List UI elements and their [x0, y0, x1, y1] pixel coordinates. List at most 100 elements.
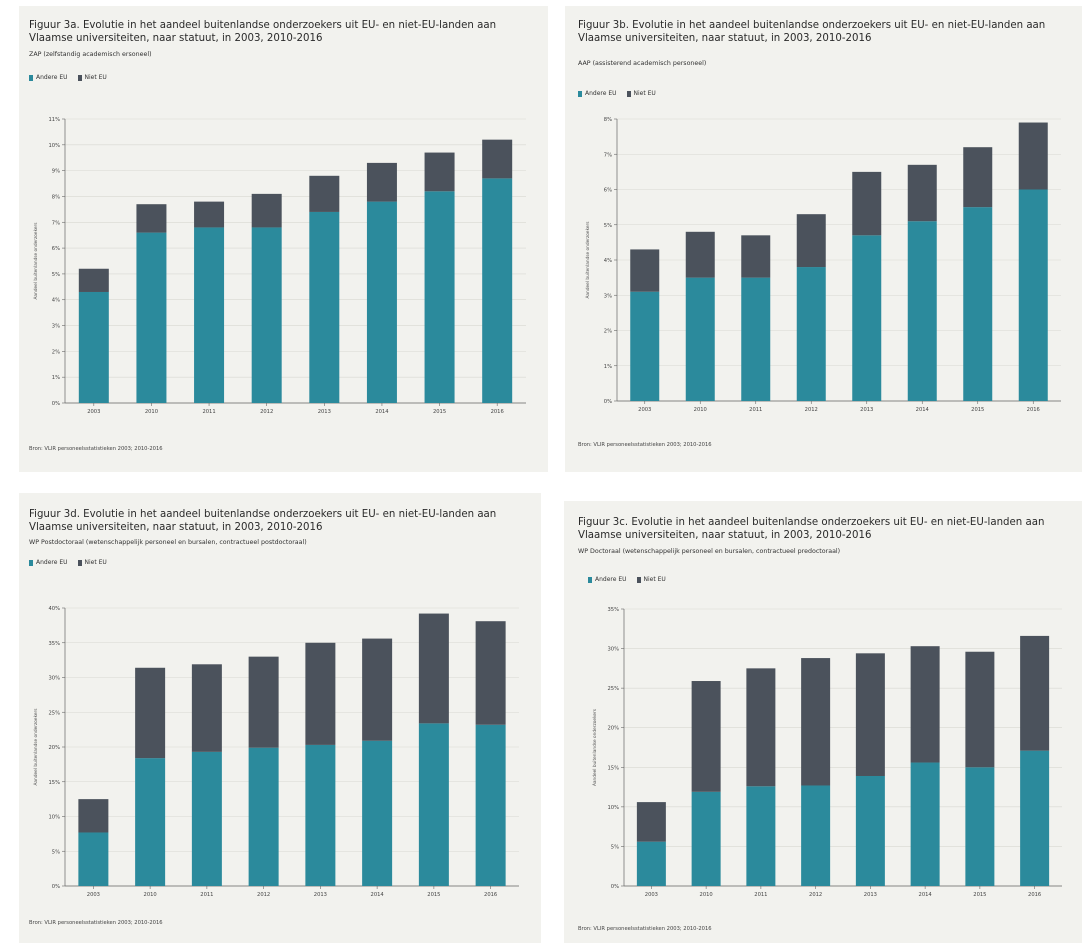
x-tick-label: 2013 — [314, 892, 327, 898]
x-tick-label: 2011 — [202, 409, 215, 415]
legend-item-niet-eu: Niet EU — [77, 74, 107, 81]
bar-andere-eu — [78, 291, 109, 403]
chart-subtitle: AAP (assisterend academisch personeel) — [578, 60, 707, 67]
bar-andere-eu — [78, 832, 109, 886]
bar-niet-eu — [194, 201, 225, 228]
bar-niet-eu — [482, 139, 513, 179]
bar-andere-eu — [418, 723, 449, 886]
bar-andere-eu — [963, 207, 993, 401]
bar-niet-eu — [366, 162, 397, 202]
bar-niet-eu — [135, 667, 166, 759]
bar-andere-eu — [191, 751, 222, 886]
bar-niet-eu — [251, 193, 282, 228]
bar-andere-eu — [362, 740, 393, 886]
bar-andere-eu — [796, 267, 826, 401]
x-tick-label: 2003 — [645, 892, 658, 898]
bar-andere-eu — [852, 235, 882, 401]
y-tick-label: 10% — [48, 143, 60, 149]
bar-chart-3d: 0% 5% 10% 15% 20% 25% 30% 35% 40% Aandeel buitenl… — [33, 606, 519, 898]
bar-niet-eu — [305, 642, 336, 745]
bar-andere-eu — [136, 232, 167, 403]
legend-swatch-niet-eu — [77, 74, 82, 81]
y-tick-label: 40% — [48, 606, 60, 612]
x-tick-label: 2012 — [809, 892, 822, 898]
x-tick-label: 2010 — [700, 892, 713, 898]
bar-niet-eu — [136, 204, 167, 233]
x-tick-label: 2016 — [484, 892, 497, 898]
bar-niet-eu — [746, 668, 776, 787]
x-tick-label: 2011 — [200, 892, 213, 898]
bar-andere-eu — [135, 758, 166, 886]
y-tick-label: 1% — [604, 364, 612, 370]
y-tick-label: 0% — [52, 884, 60, 890]
y-tick-label: 10% — [607, 805, 619, 811]
y-tick-label: 20% — [48, 745, 60, 751]
y-tick-label: 5% — [52, 272, 60, 278]
chart-legend: Andere EU Niet EU — [578, 90, 666, 97]
bar-niet-eu — [424, 152, 455, 192]
y-tick-label: 2% — [52, 349, 60, 355]
bar-niet-eu — [630, 249, 660, 292]
legend-item-niet-eu: Niet EU — [626, 90, 656, 97]
bar-niet-eu — [475, 621, 506, 725]
legend-label: Niet EU — [84, 559, 107, 566]
bar-andere-eu — [855, 775, 885, 886]
legend-swatch-andere-eu — [29, 559, 33, 566]
y-tick-label: 30% — [48, 676, 60, 682]
bar-andere-eu — [965, 767, 995, 886]
x-tick-label: 2010 — [144, 892, 157, 898]
y-axis-label: Aandeel buitenlandse onderzoekers — [33, 708, 39, 786]
x-tick-label: 2014 — [371, 892, 385, 898]
bar-andere-eu — [907, 221, 937, 401]
legend-swatch-andere-eu — [588, 576, 592, 583]
x-tick-label: 2015 — [971, 407, 984, 413]
bar-chart-3a: 0% 1% 2% 3% 4% 5% 6% 7% 8% 9% 10% 11% Aandeel buiten… — [33, 117, 526, 415]
legend-item-andere-eu: Andere EU — [578, 90, 617, 97]
x-tick-label: 2016 — [491, 409, 504, 415]
bar-andere-eu — [636, 841, 666, 886]
legend-swatch-niet-eu — [626, 90, 631, 97]
bar-niet-eu — [910, 646, 940, 763]
y-axis-label: Aandeel buitenlandse onderzoekers — [33, 222, 39, 300]
bar-niet-eu — [691, 681, 721, 792]
bar-andere-eu — [1018, 189, 1048, 401]
x-tick-label: 2016 — [1027, 407, 1040, 413]
bar-niet-eu — [362, 638, 393, 741]
y-tick-label: 5% — [52, 849, 60, 855]
bar-andere-eu — [1020, 750, 1050, 886]
x-tick-label: 2014 — [375, 409, 389, 415]
chart-subtitle: WP Doctoraal (wetenschappelijk personeel… — [578, 548, 841, 555]
x-tick-label: 2010 — [145, 409, 158, 415]
chart-subtitle: ZAP (zelfstandig academisch ersoneel) — [29, 51, 152, 58]
x-tick-label: 2003 — [87, 892, 100, 898]
legend-label: Niet EU — [643, 576, 666, 583]
y-tick-label: 4% — [52, 298, 60, 304]
x-tick-label: 2003 — [87, 409, 100, 415]
chart-title: Figuur 3a. Evolutie in het aandeel buite… — [29, 20, 497, 44]
x-tick-label: 2015 — [427, 892, 440, 898]
y-tick-label: 10% — [48, 815, 60, 821]
bar-niet-eu — [801, 658, 831, 786]
x-tick-label: 2013 — [864, 892, 877, 898]
legend-label: Andere EU — [595, 576, 627, 583]
chart-title: Figuur 3d. Evolutie in het aandeel buite… — [29, 509, 497, 533]
y-axis-label: Aandeel buitenlandse onderzoekers — [592, 708, 598, 786]
legend-item-andere-eu: Andere EU — [588, 576, 627, 583]
y-tick-label: 5% — [604, 223, 612, 229]
x-tick-label: 2016 — [1028, 892, 1041, 898]
x-tick-label: 2015 — [433, 409, 446, 415]
bar-niet-eu — [907, 164, 937, 222]
legend-item-andere-eu: Andere EU — [29, 559, 68, 566]
bar-niet-eu — [1018, 122, 1048, 190]
chart-legend: Andere EU Niet EU — [29, 74, 117, 81]
bar-andere-eu — [910, 762, 940, 886]
bar-andere-eu — [366, 201, 397, 403]
y-tick-label: 9% — [52, 169, 60, 175]
legend-swatch-niet-eu — [636, 576, 641, 583]
x-tick-label: 2012 — [260, 409, 273, 415]
y-tick-label: 1% — [52, 375, 60, 381]
bar-niet-eu — [418, 613, 449, 724]
x-tick-label: 2014 — [919, 892, 933, 898]
legend-item-niet-eu: Niet EU — [77, 559, 107, 566]
y-tick-label: 0% — [604, 399, 612, 405]
